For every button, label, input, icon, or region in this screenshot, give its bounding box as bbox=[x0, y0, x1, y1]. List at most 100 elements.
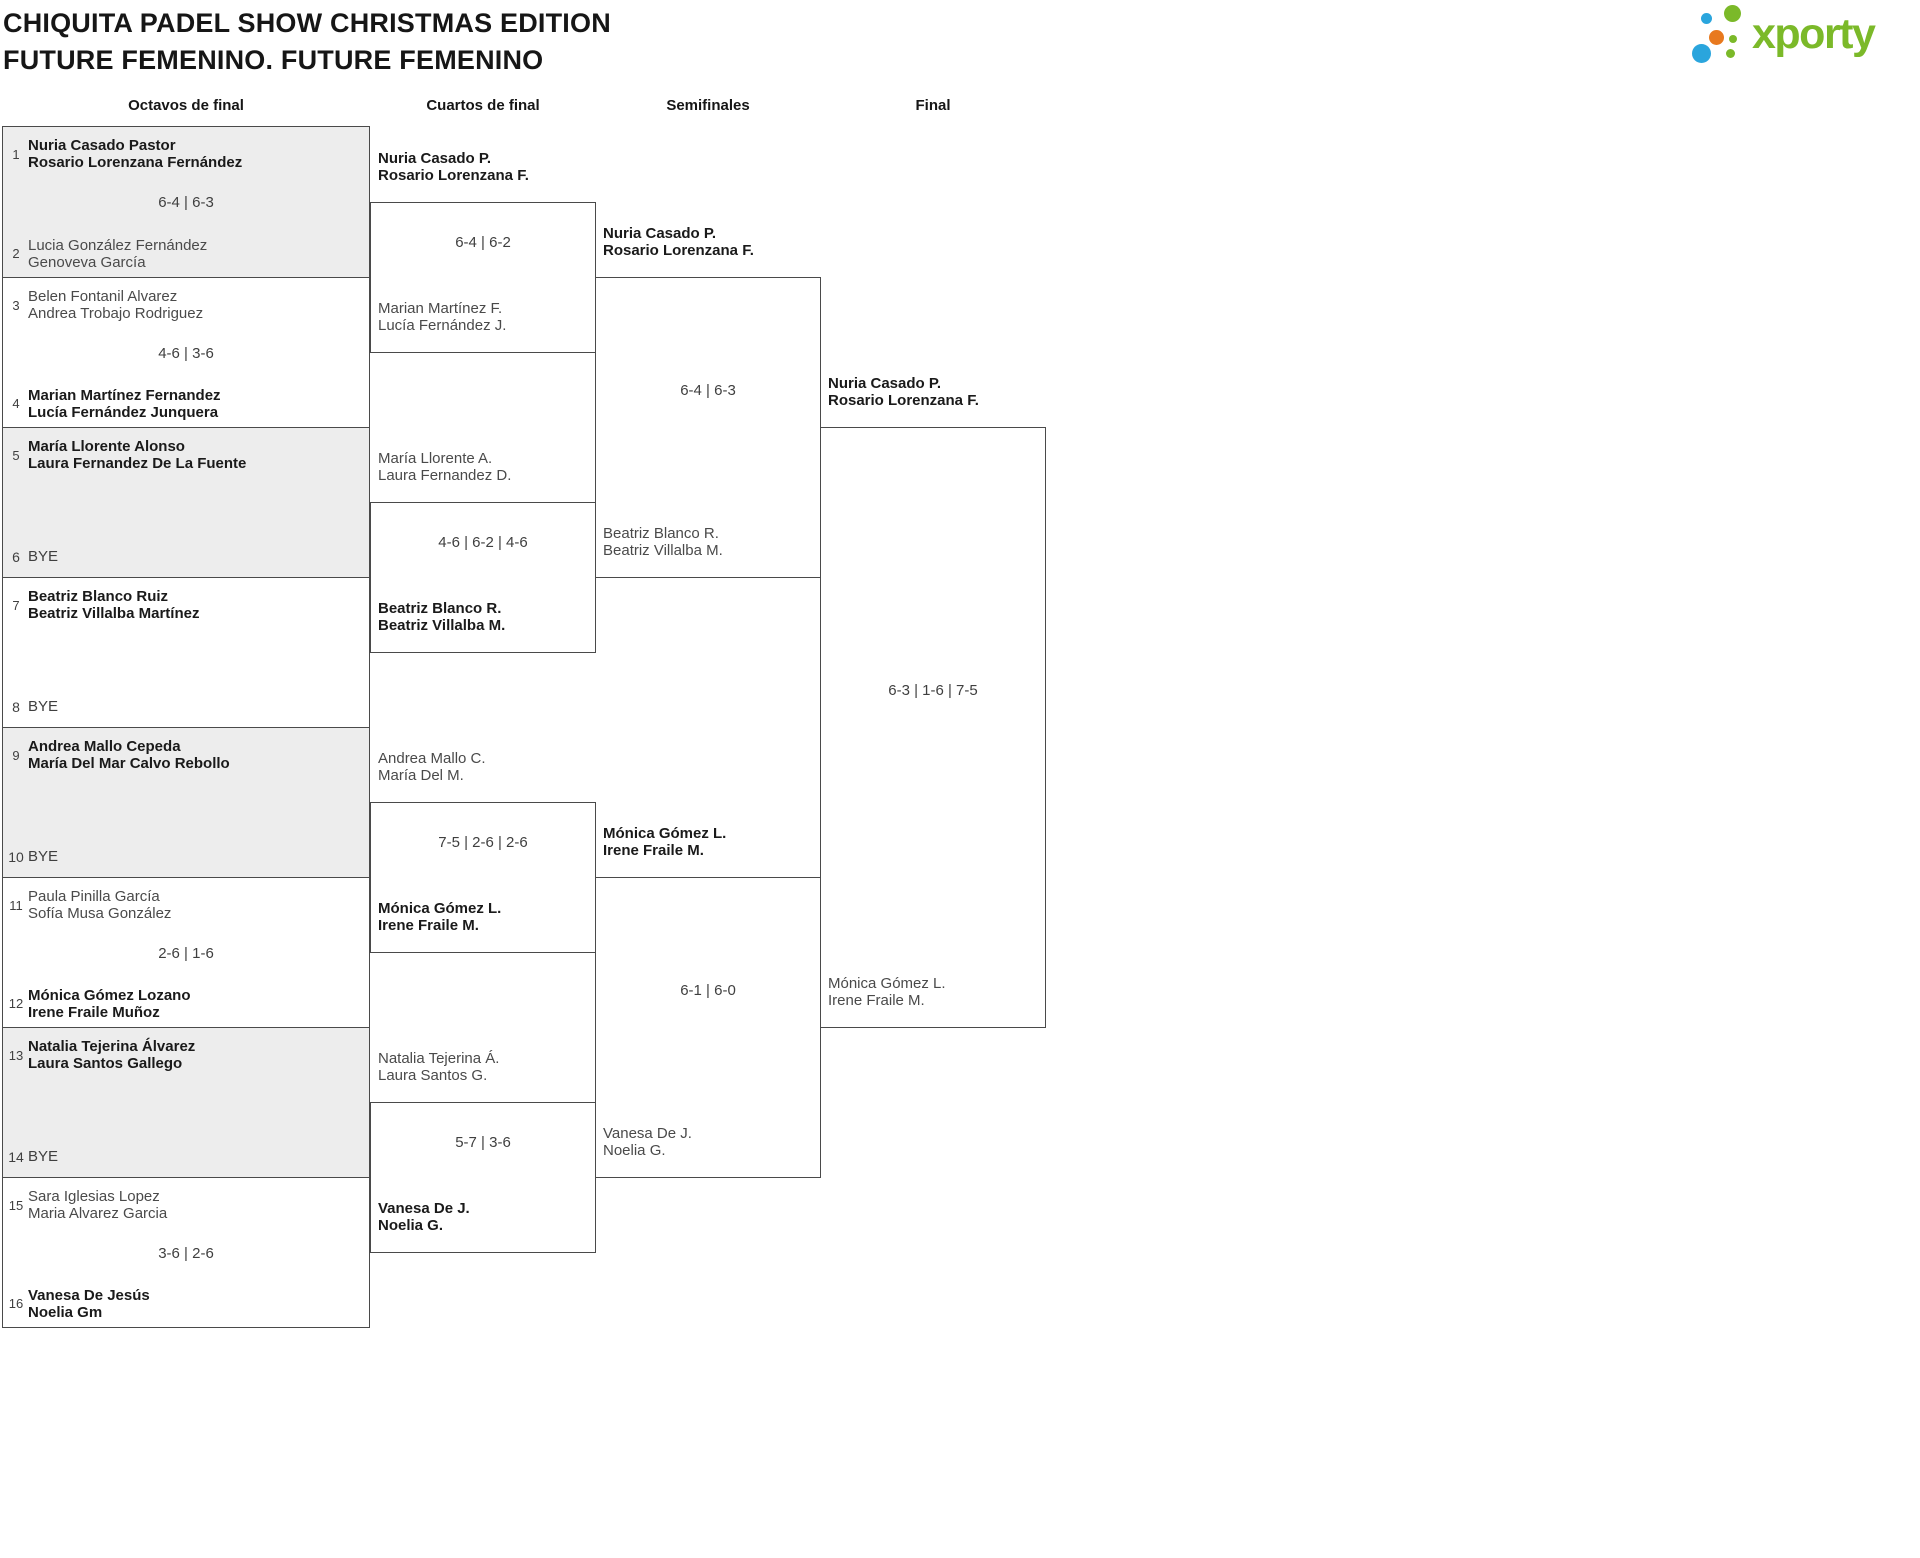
octavos-match-7: 13 Natalia Tejerina Álvarez Laura Santos… bbox=[3, 1027, 369, 1177]
octavos-match-3: 5 María Llorente Alonso Laura Fernandez … bbox=[3, 427, 369, 577]
team-name: Sara Iglesias Lopez Maria Alvarez Garcia bbox=[28, 1188, 167, 1222]
player-line: Laura Santos G. bbox=[378, 1067, 488, 1084]
team-name: Nuria Casado P. Rosario Lorenzana F. bbox=[603, 225, 754, 259]
team-name: Nuria Casado Pastor Rosario Lorenzana Fe… bbox=[28, 137, 242, 171]
player-line: Lucia González Fernández bbox=[28, 237, 208, 254]
team-name: Andrea Mallo Cepeda María Del Mar Calvo … bbox=[28, 738, 230, 772]
player-line: Belen Fontanil Alvarez bbox=[28, 288, 178, 305]
round-header-final: Final bbox=[915, 97, 951, 114]
player-line: Paula Pinilla García bbox=[28, 888, 160, 905]
round-header-semifinales: Semifinales bbox=[666, 97, 750, 114]
player-line: Marian Martínez Fernandez bbox=[28, 387, 221, 404]
team-name: Vanesa De Jesús Noelia Gm bbox=[28, 1287, 150, 1321]
team-name: Beatriz Blanco R. Beatriz Villalba M. bbox=[603, 525, 723, 559]
bye-label: BYE bbox=[28, 848, 59, 865]
team-name: Mónica Gómez L. Irene Fraile M. bbox=[603, 825, 726, 859]
seed-number: 3 bbox=[12, 298, 20, 313]
player-line: Beatriz Villalba M. bbox=[378, 617, 506, 634]
seed-number: 14 bbox=[8, 1149, 24, 1165]
player-line: María Llorente A. bbox=[378, 450, 493, 467]
player-line: Rosario Lorenzana F. bbox=[603, 242, 754, 259]
team-name: Natalia Tejerina Á. Laura Santos G. bbox=[378, 1050, 499, 1084]
seed-number: 8 bbox=[12, 699, 20, 715]
player-line: Beatriz Blanco R. bbox=[378, 600, 502, 617]
seed-number: 2 bbox=[12, 246, 20, 261]
player-line: Sara Iglesias Lopez bbox=[28, 1188, 160, 1205]
match-score: 5-7 | 3-6 bbox=[455, 1134, 511, 1151]
seed-number: 12 bbox=[8, 996, 24, 1011]
logo-dot-orange-icon bbox=[1709, 30, 1724, 45]
cuartos-match-3: Andrea Mallo C. María Del M. 7-5 | 2-6 |… bbox=[370, 750, 596, 953]
category-subtitle: FUTURE FEMENINO. FUTURE FEMENINO bbox=[3, 45, 544, 75]
player-line: Lucía Fernández Junquera bbox=[28, 404, 219, 421]
player-line: Genoveva García bbox=[28, 254, 146, 271]
team-name: Lucia González Fernández Genoveva García bbox=[28, 237, 207, 271]
player-line: Mónica Gómez L. bbox=[828, 975, 946, 992]
player-line: Beatriz Blanco Ruiz bbox=[28, 588, 169, 605]
semifinal-match-1: Nuria Casado P. Rosario Lorenzana F. 6-4… bbox=[595, 225, 821, 578]
team-name: Belen Fontanil Alvarez Andrea Trobajo Ro… bbox=[28, 288, 203, 322]
team-name: Vanesa De J. Noelia G. bbox=[603, 1125, 692, 1159]
seed-number: 4 bbox=[12, 396, 20, 411]
match-score: 6-1 | 6-0 bbox=[680, 982, 736, 999]
team-name: María Llorente Alonso Laura Fernandez De… bbox=[28, 438, 246, 472]
seed-number: 7 bbox=[12, 598, 20, 613]
match-score: 3-6 | 2-6 bbox=[158, 1245, 214, 1262]
semifinal-match-2: Mónica Gómez L. Irene Fraile M. 6-1 | 6-… bbox=[595, 825, 821, 1178]
player-line: María Llorente Alonso bbox=[28, 438, 185, 455]
logo-dot-green-tiny-icon bbox=[1729, 35, 1737, 43]
cuartos-match-4: Natalia Tejerina Á. Laura Santos G. 5-7 … bbox=[370, 1050, 596, 1253]
player-line: Rosario Lorenzana F. bbox=[828, 392, 979, 409]
player-line: Mónica Gómez L. bbox=[378, 900, 502, 917]
team-name: Marian Martínez Fernandez Lucía Fernánde… bbox=[28, 387, 221, 421]
player-line: Irene Fraile M. bbox=[378, 917, 479, 934]
team-name: Beatriz Blanco R. Beatriz Villalba M. bbox=[378, 600, 505, 634]
match-score: 4-6 | 6-2 | 4-6 bbox=[438, 534, 528, 551]
logo-dot-green-small-icon bbox=[1726, 49, 1735, 58]
match-score: 6-4 | 6-3 bbox=[158, 194, 214, 211]
seed-number: 15 bbox=[8, 1198, 24, 1213]
team-name: Mónica Gómez Lozano Irene Fraile Muñoz bbox=[28, 987, 191, 1021]
logo-dot-blue-large-icon bbox=[1692, 44, 1711, 63]
match-score: 6-4 | 6-2 bbox=[455, 234, 511, 251]
team-name: Beatriz Blanco Ruiz Beatriz Villalba Mar… bbox=[28, 588, 199, 622]
player-line: Irene Fraile M. bbox=[603, 842, 704, 859]
seed-number: 16 bbox=[8, 1296, 24, 1311]
match-score: 6-4 | 6-3 bbox=[680, 382, 736, 399]
logo-dot-blue-small-icon bbox=[1701, 13, 1712, 24]
seed-number: 10 bbox=[8, 849, 24, 865]
player-line: Andrea Mallo C. bbox=[378, 750, 486, 767]
page-title-block: CHIQUITA PADEL SHOW CHRISTMAS EDITION FU… bbox=[3, 5, 611, 79]
player-line: Laura Fernandez D. bbox=[378, 467, 512, 484]
player-line: Rosario Lorenzana Fernández bbox=[28, 154, 243, 171]
team-name: Andrea Mallo C. María Del M. bbox=[378, 750, 486, 784]
logo-dot-green-large-icon bbox=[1724, 5, 1741, 22]
xporty-logo[interactable]: xporty bbox=[1688, 4, 1916, 72]
bye-label: BYE bbox=[28, 1148, 59, 1165]
player-line: Noelia G. bbox=[603, 1142, 666, 1159]
cuartos-match-1: Nuria Casado P. Rosario Lorenzana F. 6-4… bbox=[370, 150, 596, 353]
tournament-title: CHIQUITA PADEL SHOW CHRISTMAS EDITION bbox=[3, 8, 611, 38]
player-line: Noelia G. bbox=[378, 1217, 444, 1234]
player-line: Irene Fraile Muñoz bbox=[28, 1004, 160, 1021]
team-name: Nuria Casado P. Rosario Lorenzana F. bbox=[828, 375, 979, 409]
player-line: Vanesa De J. bbox=[378, 1200, 470, 1217]
seed-number: 1 bbox=[12, 147, 20, 162]
bye-label: BYE bbox=[28, 548, 59, 565]
player-line: Mónica Gómez Lozano bbox=[28, 987, 191, 1004]
team-name: Paula Pinilla García Sofía Musa González bbox=[28, 888, 171, 922]
player-line: Natalia Tejerina Á. bbox=[378, 1050, 500, 1067]
team-name: Natalia Tejerina Álvarez Laura Santos Ga… bbox=[28, 1038, 195, 1072]
logo-wordmark: xporty bbox=[1752, 10, 1876, 58]
player-line: Vanesa De J. bbox=[603, 1125, 692, 1142]
player-line: Sofía Musa González bbox=[28, 905, 172, 922]
match-score: 4-6 | 3-6 bbox=[158, 345, 214, 362]
player-line: Mónica Gómez L. bbox=[603, 825, 727, 842]
player-line: Natalia Tejerina Álvarez bbox=[28, 1038, 196, 1055]
seed-number: 5 bbox=[12, 448, 20, 463]
octavos-match-5: 9 Andrea Mallo Cepeda María Del Mar Calv… bbox=[3, 727, 369, 877]
player-line: Beatriz Villalba Martínez bbox=[28, 605, 200, 622]
seed-number: 11 bbox=[9, 898, 23, 913]
player-line: Nuria Casado P. bbox=[378, 150, 492, 167]
